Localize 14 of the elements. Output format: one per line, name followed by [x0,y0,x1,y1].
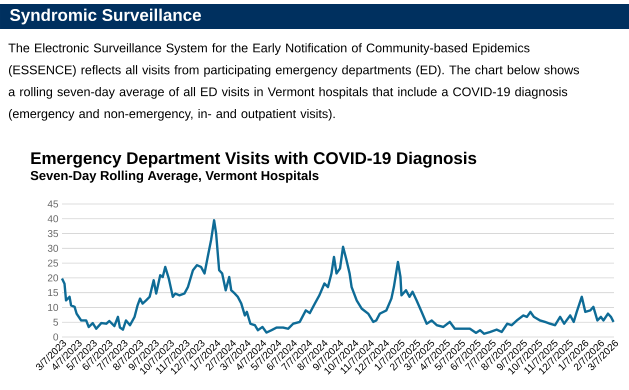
y-tick-label: 10 [48,304,58,311]
y-tick-label: 20 [48,274,58,282]
y-tick-label: 30 [48,244,58,252]
y-tick-label: 35 [48,230,58,238]
text: The Electronic Surveillance System for the Early Notification of Community-based Epidemics (ESSENCE) reflects all visits from participating emergency departments (ED). The chart below shows a rolling seven-day average of all ED visits in Vermont hospitals that include a COVID-19 diagnosis (emergency and non-emergency, in- and outpatient visits). [8,43,580,121]
text: Syndromic Surveillance [10,8,201,24]
chart-title: Emergency Department Visits with COVID-19 Diagnosis [31,152,476,168]
y-tick-label: 40 [48,215,58,222]
chart-subtitle: Seven-Day Rolling Average, Vermont Hospitals [30,170,319,183]
y-tick-label: 0 [53,333,58,341]
y-tick-label: 5 [53,318,58,326]
y-tick-label: 45 [48,200,58,208]
y-tick-label: 25 [48,260,58,267]
y-tick-label: 15 [48,289,58,296]
